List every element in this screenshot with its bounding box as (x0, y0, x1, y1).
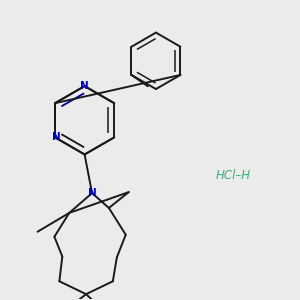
Text: N: N (80, 80, 89, 91)
Text: HCl–H: HCl–H (216, 169, 251, 182)
Text: N: N (52, 132, 61, 142)
Text: N: N (88, 188, 96, 198)
